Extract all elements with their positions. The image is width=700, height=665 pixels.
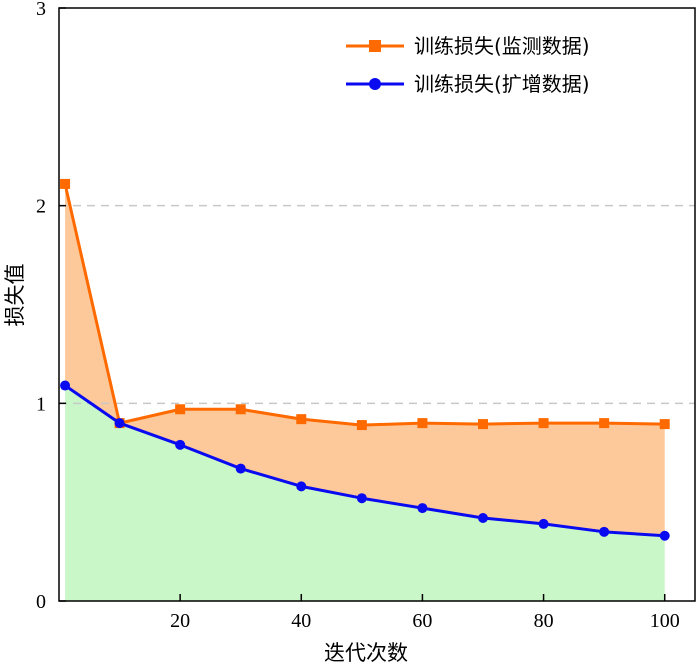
data-point-square [599, 418, 610, 429]
plot-frame [58, 7, 696, 602]
legend-label-monitoring: 训练损失(监测数据) [414, 34, 590, 58]
area-fills [65, 183, 665, 601]
series-line-0 [63, 183, 665, 427]
data-point-circle [599, 526, 610, 537]
data-point-circle [296, 481, 307, 492]
y-tick-label: 2 [36, 196, 46, 218]
x-tick-label: 40 [291, 610, 311, 632]
x-tick-label: 20 [170, 610, 190, 632]
data-point-square [175, 404, 186, 415]
fill-area-augmented [65, 385, 665, 601]
data-point-square [659, 419, 670, 430]
data-point-circle [417, 503, 428, 514]
data-point-circle [538, 518, 549, 529]
x-tick-label: 60 [412, 610, 432, 632]
legend: 训练损失(监测数据) 训练损失(扩增数据) [346, 34, 590, 96]
y-tick-label: 3 [36, 0, 46, 20]
x-tick-label: 100 [650, 610, 680, 632]
legend-marker-square [369, 40, 381, 52]
data-point-square [60, 178, 71, 189]
y-axis-title: 损失值 [3, 264, 27, 327]
x-tick-label: 80 [534, 610, 554, 632]
data-point-square [538, 418, 549, 429]
data-point-circle [478, 512, 488, 523]
legend-label-augmented: 训练损失(扩增数据) [414, 72, 590, 96]
gridlines [59, 204, 695, 405]
x-axis-title: 迭代次数 [324, 641, 408, 665]
data-point-circle [175, 439, 186, 450]
y-tick-label: 1 [36, 393, 46, 415]
axis-ticks: 20 40 60 80 100 0 1 2 3 [36, 0, 680, 632]
data-point-square [417, 418, 428, 429]
fill-area-monitoring [65, 183, 665, 536]
series-lines [60, 178, 670, 541]
data-point-square [356, 420, 367, 431]
y-tick-label: 0 [36, 591, 46, 613]
data-point-square [296, 414, 307, 425]
data-point-square [235, 404, 246, 415]
data-point-circle [60, 380, 71, 391]
data-point-circle [114, 418, 125, 429]
data-point-circle [659, 530, 670, 541]
data-point-square [478, 419, 488, 430]
data-point-circle [235, 463, 246, 474]
legend-marker-circle [369, 78, 381, 90]
data-point-circle [356, 493, 367, 504]
